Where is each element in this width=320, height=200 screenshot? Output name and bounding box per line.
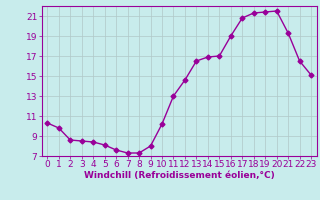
X-axis label: Windchill (Refroidissement éolien,°C): Windchill (Refroidissement éolien,°C) (84, 171, 275, 180)
